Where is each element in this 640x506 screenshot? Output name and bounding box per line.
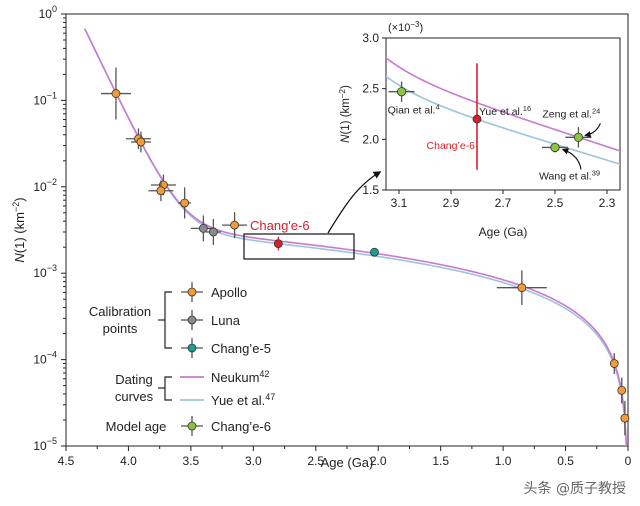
legend-bracket-calibration <box>164 291 172 349</box>
data-point-apollo <box>517 283 527 293</box>
x-tick-label: 0 <box>625 454 632 468</box>
x-tick-label: 4.0 <box>120 454 137 468</box>
data-point-apollo <box>180 198 190 208</box>
inset-model-age-point <box>396 87 407 97</box>
inset-y-tick-label: 1.5 <box>362 183 379 197</box>
data-point-chang-e-5 <box>370 247 379 257</box>
legend-marker <box>187 287 197 297</box>
legend-bracket-curves <box>164 376 172 401</box>
legend: Apollo Luna Chang’e-5 Neukum42 Yue et al.47 C… <box>89 282 275 436</box>
legend-marker <box>187 343 197 353</box>
legend-marker <box>187 421 197 431</box>
inset-model-age-label: Yue et al.16 <box>479 104 531 118</box>
inset-yue-curve <box>386 75 620 165</box>
inset-x-tick-label: 2.3 <box>599 196 616 210</box>
calibration-points <box>100 67 630 436</box>
x-tick-label: 1.5 <box>432 454 449 468</box>
y-tick-label: 10−5 <box>33 436 57 453</box>
legend-label: Yue et al.47 <box>211 392 275 408</box>
inset-model-age-point <box>550 142 560 153</box>
inset-y-axis-title: N(1) (km−2) <box>338 85 352 143</box>
data-point-luna <box>208 227 218 237</box>
inset-x-tick-label: 2.9 <box>443 196 460 210</box>
neukum-curve <box>84 28 628 446</box>
watermark: 头条 @质子教授 <box>523 481 626 497</box>
y-axis-title: N(1) (km−2) <box>11 197 27 262</box>
legend-group-label: points <box>103 321 138 336</box>
inset-frame <box>385 37 621 191</box>
wang-arrow <box>561 148 582 170</box>
data-point-luna <box>198 224 208 233</box>
legend-group-label: curves <box>115 389 154 404</box>
dating-curves <box>84 28 628 446</box>
y-tick-label: 10−4 <box>33 350 57 367</box>
inset-model-age-label: Zeng et al.24 <box>542 106 600 120</box>
inset-x-tick-label: 2.5 <box>547 196 564 210</box>
legend-label: Chang’e-5 <box>211 341 271 356</box>
legend-group-label: Calibration <box>89 304 151 319</box>
y-tick-label: 100 <box>39 4 57 21</box>
inset-x-tick-label: 3.1 <box>391 196 408 210</box>
inset-change6-label: Chang’e-6 <box>427 140 476 152</box>
y-tick-label: 10−2 <box>33 177 57 194</box>
data-point-apollo <box>620 413 630 423</box>
inset-model-age-label: Qian et al.4 <box>388 103 440 117</box>
legend-label: Luna <box>211 313 241 328</box>
change6-highlight-box <box>243 233 355 260</box>
change6-annotation: Chang'e-6 <box>250 218 310 233</box>
x-tick-label: 4.5 <box>58 454 75 468</box>
legend-label: Neukum42 <box>211 369 269 385</box>
data-point-apollo <box>156 186 166 196</box>
inset-neukum-curve <box>386 56 620 152</box>
inset-axis-ticks: 3.1 2.9 2.7 2.5 2.3 3.0 2.5 2.0 1.5 <box>362 31 615 210</box>
inset-multiplier: (×10−3) <box>388 20 423 34</box>
inset-change6-point <box>472 114 482 124</box>
inset-y-tick-label: 2.5 <box>362 82 379 96</box>
legend-label: Chang’e-6 <box>211 419 271 434</box>
y-tick-label: 10−3 <box>33 263 57 280</box>
x-tick-label: 2.5 <box>307 454 324 468</box>
x-tick-label: 3.5 <box>183 454 200 468</box>
data-point-apollo <box>230 220 240 230</box>
data-point-apollo <box>609 359 619 368</box>
x-tick-label: 1.0 <box>495 454 512 468</box>
data-point-apollo <box>617 386 627 395</box>
legend-group-label: Model age <box>106 419 167 434</box>
inset-points: Chang’e-6 Qian et al.4 Yue et al.16 Zeng et… <box>388 63 601 182</box>
zoom-arrow <box>327 171 382 234</box>
x-tick-label: 0.5 <box>557 454 574 468</box>
x-axis-title: Age (Ga) <box>321 455 374 470</box>
x-tick-label: 3.0 <box>245 454 262 468</box>
y-tick-label: 10−1 <box>33 90 57 107</box>
data-point-apollo <box>136 137 146 147</box>
data-point-apollo <box>111 89 121 98</box>
inset-model-age-point <box>573 132 584 142</box>
x-tick-label: 2.0 <box>370 454 387 468</box>
inset-model-age-label: Wang et al.39 <box>539 168 600 182</box>
data-point-chang-e-6 <box>273 239 283 249</box>
inset-y-tick-label: 3.0 <box>362 31 379 45</box>
zeng-arrow <box>584 123 601 138</box>
inset-y-tick-label: 2.0 <box>362 132 379 146</box>
legend-marker <box>187 315 197 325</box>
legend-group-label: Dating <box>115 372 153 387</box>
main-axis-ticks: 4.5 4.0 3.5 3.0 2.5 2.0 1.5 1.0 0.5 0 100 10−1 10−2 1… <box>33 4 631 468</box>
inset-x-tick-label: 2.7 <box>495 196 512 210</box>
legend-label: Apollo <box>211 285 247 300</box>
inset-x-axis-title: Age (Ga) <box>479 225 528 239</box>
inset-curves <box>386 56 620 165</box>
